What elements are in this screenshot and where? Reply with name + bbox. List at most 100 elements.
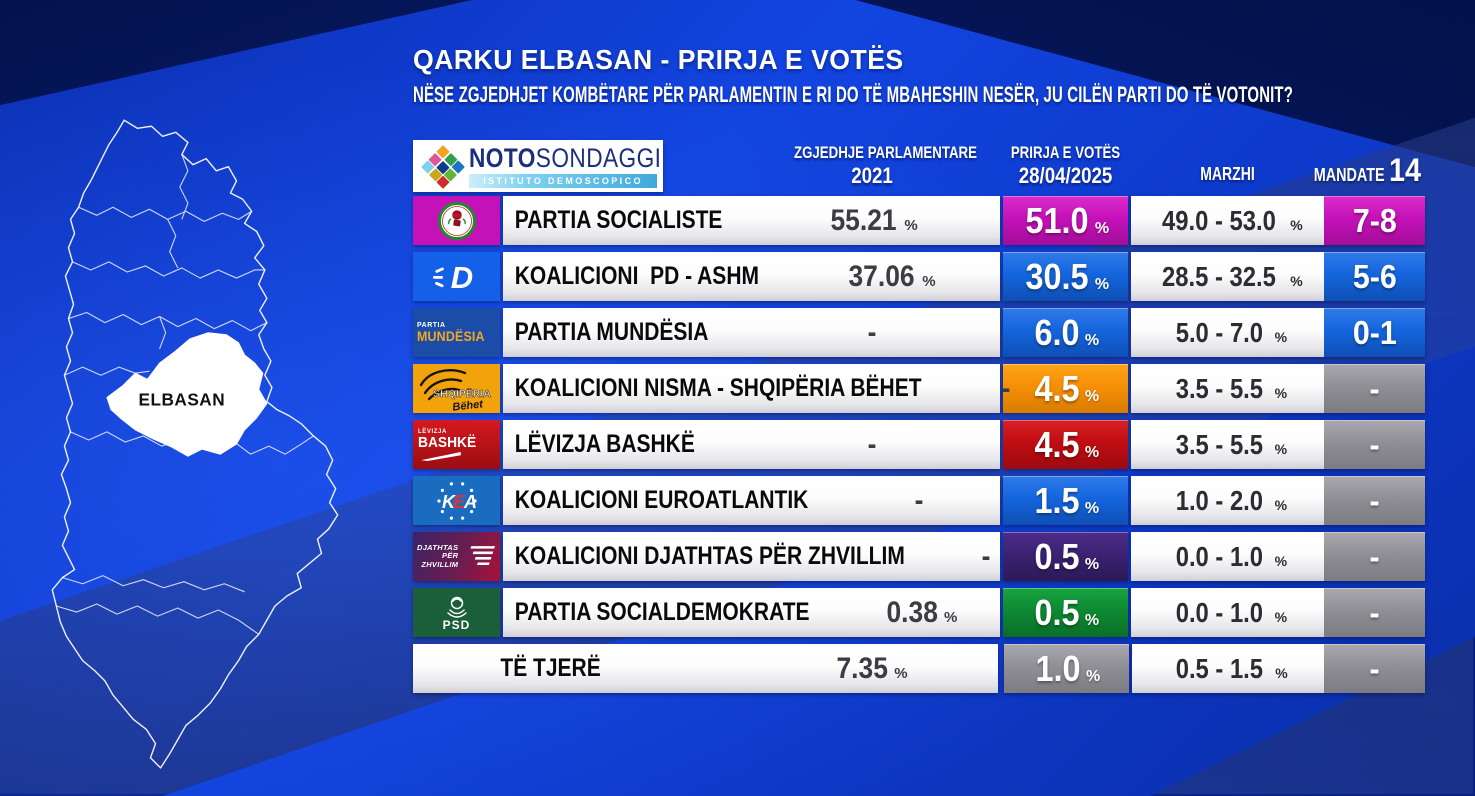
mandate-cell: - xyxy=(1324,588,1425,637)
pollster-name: NOTOSONDAGGI xyxy=(469,143,662,173)
mandate-cell: - xyxy=(1324,420,1425,469)
margin-cell: 3.5 - 5.5% xyxy=(1131,420,1324,469)
table-row: DJATHTAS PËR ZHVILLIM KOAL xyxy=(413,532,1425,581)
mandate-cell: - xyxy=(1324,476,1425,525)
mandate-value: 0-1 xyxy=(1352,313,1397,351)
margin-value: 28.5 - 32.5 xyxy=(1162,261,1277,292)
mandate-cell: - xyxy=(1324,364,1425,413)
mandate-value: - xyxy=(1369,369,1380,407)
eagle-stripes-icon xyxy=(470,545,496,565)
result-2021: 37.06 xyxy=(848,259,915,293)
mandate-value: 7-8 xyxy=(1352,201,1397,239)
margin-value: 3.5 - 5.5 xyxy=(1175,373,1263,404)
svg-text:Bëhet: Bëhet xyxy=(451,398,484,413)
mandate-cell: 0-1 xyxy=(1324,308,1425,357)
result-2021: - xyxy=(867,315,877,349)
kea-party-logo: K E A xyxy=(413,476,500,525)
column-header-trend: PRIRJA E VOTËS 28/04/2025 xyxy=(1010,143,1121,188)
trend-value: 1.0 xyxy=(1035,648,1081,689)
result-2021: 55.21 xyxy=(830,203,897,237)
pd-d-icon: D xyxy=(432,260,473,295)
pd-party-logo: D xyxy=(413,252,500,301)
trend-cell: 4.5% xyxy=(1003,364,1128,413)
svg-text:D: D xyxy=(450,260,472,295)
mandate-cell: - xyxy=(1324,644,1425,693)
margin-value: 0.0 - 1.0 xyxy=(1175,541,1263,572)
mandate-value: - xyxy=(1369,649,1380,687)
column-header-mandate: MANDATE 14 xyxy=(1313,152,1422,188)
party-name: TË TJERË xyxy=(500,654,601,682)
county-borders xyxy=(56,154,314,635)
trend-cell: 30.5% xyxy=(1003,252,1128,301)
pollster-logo: NOTOSONDAGGI ISTITUTO DEMOSCOPICO xyxy=(413,140,663,192)
svg-text:SHQIPËRIA: SHQIPËRIA xyxy=(433,387,491,400)
svg-text:K: K xyxy=(442,492,457,512)
kea-stars-icon: K E A xyxy=(436,481,477,520)
margin-value: 0.5 - 1.5 xyxy=(1176,653,1264,684)
trend-value: 6.0 xyxy=(1034,312,1080,353)
albania-map: ELBASAN xyxy=(28,106,362,774)
trend-value: 0.5 xyxy=(1034,536,1080,577)
noto-diamond-icon xyxy=(419,143,465,189)
trend-cell: 51.0% xyxy=(1003,196,1128,245)
table-row: PARTIA MUNDËSIA PARTIA MUNDËSIA - 6.0% 5… xyxy=(413,308,1425,357)
party-name: KOALICIONI NISMA - SHQIPËRIA BËHET xyxy=(514,374,922,402)
column-header-margin: MARZHI xyxy=(1200,164,1255,184)
party-name: KOALICIONI DJATHTAS PËR ZHVILLIM xyxy=(514,542,905,570)
mandate-value: - xyxy=(1369,481,1380,519)
mandate-cell: 7-8 xyxy=(1324,196,1425,245)
result-2021: - xyxy=(1001,371,1011,405)
trend-value: 0.5 xyxy=(1034,592,1080,633)
table-row: TË TJERË 7.35% 1.0% 0.5 - 1.5% - xyxy=(413,644,1425,693)
margin-cell: 3.5 - 5.5% xyxy=(1131,364,1324,413)
page-subtitle: NËSE ZGJEDHJET KOMBËTARE PËR PARLAMENTIN… xyxy=(413,82,1293,107)
eagle-swoosh-icon: SHQIPËRIA Bëhet xyxy=(419,368,491,413)
margin-cell: 0.5 - 1.5% xyxy=(1131,644,1325,693)
ps-party-logo xyxy=(413,196,500,245)
svg-text:E: E xyxy=(453,492,466,512)
result-2021: 0.38 xyxy=(886,595,938,629)
poll-table: QARKU ELBASAN - PRIRJA E VOTËS NËSE ZGJE… xyxy=(413,0,1425,796)
table-header: NOTOSONDAGGI ISTITUTO DEMOSCOPICO ZGJEDH… xyxy=(413,140,1425,192)
table-row: D KOALICIONI PD - ASHM 37.06% 30.5% 28.5… xyxy=(413,252,1425,301)
svg-text:A: A xyxy=(463,492,477,512)
trend-value: 30.5 xyxy=(1025,256,1089,297)
shqiperia-behet-logo: SHQIPËRIA Bëhet xyxy=(413,364,500,413)
bashke-party-logo: LËVIZJA BASHKË xyxy=(413,420,500,469)
trend-cell: 4.5% xyxy=(1003,420,1128,469)
pollster-tagline-band: ISTITUTO DEMOSCOPICO xyxy=(469,174,657,188)
mandate-value: - xyxy=(1369,593,1380,631)
margin-cell: 0.0 - 1.0% xyxy=(1131,532,1324,581)
table-row: PARTIA SOCIALISTE 55.21% 51.0% 49.0 - 53… xyxy=(413,196,1425,245)
party-name: KOALICIONI PD - ASHM xyxy=(514,262,759,290)
margin-value: 49.0 - 53.0 xyxy=(1162,205,1277,236)
table-row: K E A KOALICIONI EUROATLANTIK - 1.5% 1.0… xyxy=(413,476,1425,525)
table-row: LËVIZJA BASHKË LËVIZJA BASHKË - 4.5% 3.5… xyxy=(413,420,1425,469)
mandate-cell: 5-6 xyxy=(1324,252,1425,301)
margin-cell: 49.0 - 53.0% xyxy=(1131,196,1324,245)
table-row: PSD PARTIA SOCIALDEMOKRATE 0.38% 0.5% 0.… xyxy=(413,588,1425,637)
mandate-value: - xyxy=(1369,537,1380,575)
result-2021: - xyxy=(981,539,991,573)
ps-rose-icon xyxy=(437,201,476,240)
margin-cell: 5.0 - 7.0% xyxy=(1131,308,1324,357)
mundesia-party-logo: PARTIA MUNDËSIA xyxy=(413,308,500,357)
psd-rose-icon xyxy=(446,596,467,618)
party-name: PARTIA MUNDËSIA xyxy=(514,318,709,346)
trend-cell: 0.5% xyxy=(1003,532,1128,581)
margin-value: 5.0 - 7.0 xyxy=(1175,317,1263,348)
party-name: LËVIZJA BASHKË xyxy=(514,430,695,458)
trend-cell: 0.5% xyxy=(1003,588,1128,637)
result-2021: 7.35 xyxy=(836,651,888,685)
party-name: PARTIA SOCIALISTE xyxy=(514,206,723,234)
trend-value: 4.5 xyxy=(1034,368,1080,409)
trend-value: 1.5 xyxy=(1034,480,1080,521)
result-2021: - xyxy=(914,483,924,517)
djathtas-party-logo: DJATHTAS PËR ZHVILLIM xyxy=(413,532,500,581)
trend-value: 4.5 xyxy=(1034,424,1080,465)
table-row: SHQIPËRIA Bëhet KOALICIONI NISMA - SHQIP… xyxy=(413,364,1425,413)
margin-value: 0.0 - 1.0 xyxy=(1175,597,1263,628)
margin-cell: 0.0 - 1.0% xyxy=(1131,588,1324,637)
result-2021: - xyxy=(867,427,877,461)
